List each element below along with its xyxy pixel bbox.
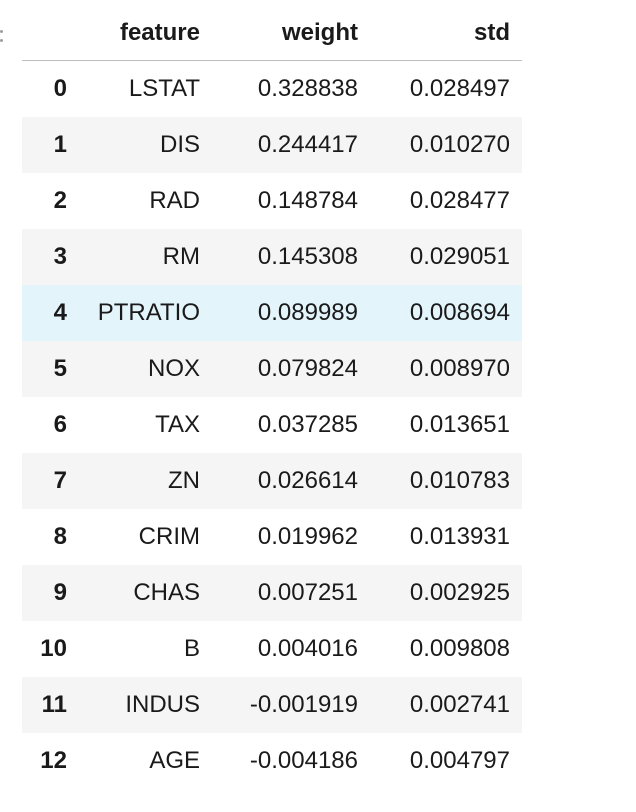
table-row: 11 INDUS -0.001919 0.002741 [22, 677, 522, 733]
std-cell: 0.008694 [370, 285, 522, 341]
table-row: 1 DIS 0.244417 0.010270 [22, 117, 522, 173]
header-feature: feature [79, 6, 212, 61]
std-cell: 0.029051 [370, 229, 522, 285]
table-header: feature weight std [22, 6, 522, 61]
header-weight: weight [212, 6, 370, 61]
feature-cell: ZN [79, 453, 212, 509]
cell-prompt-marker [0, 25, 4, 47]
weight-cell: 0.037285 [257, 411, 358, 438]
row-index: 7 [22, 453, 79, 509]
row-index: 6 [53, 411, 67, 438]
header-row: feature weight std [22, 6, 522, 61]
std-cell: 0.002741 [370, 677, 522, 733]
row-index: 2 [53, 187, 67, 214]
marker-dot [0, 39, 3, 42]
std-cell: 0.028477 [409, 187, 510, 214]
feature-cell: RAD [149, 187, 200, 214]
feature-cell: INDUS [79, 677, 212, 733]
table-row: 4 PTRATIO 0.089989 0.008694 [22, 285, 522, 341]
row-index: 1 [22, 117, 79, 173]
std-cell: 0.002925 [370, 565, 522, 621]
std-cell: 0.010783 [370, 453, 522, 509]
feature-cell: LSTAT [128, 75, 200, 102]
row-index: 4 [22, 285, 79, 341]
std-cell: 0.009808 [409, 635, 510, 662]
row-index: 8 [53, 523, 67, 550]
weight-cell: 0.145308 [212, 229, 370, 285]
row-index: 0 [53, 75, 67, 102]
dataframe-table: feature weight std 0 LSTAT 0.328838 0.02849… [22, 6, 522, 789]
feature-cell: CHAS [79, 565, 212, 621]
row-index: 3 [22, 229, 79, 285]
std-cell: 0.013651 [409, 411, 510, 438]
row-index: 12 [40, 747, 67, 774]
table-row: 7 ZN 0.026614 0.010783 [22, 453, 522, 509]
table-row: 6 TAX 0.037285 0.013651 [22, 397, 522, 453]
weight-cell: 0.148784 [257, 187, 358, 214]
table-row: 2 RAD 0.148784 0.028477 [22, 173, 522, 229]
std-cell: 0.028497 [409, 75, 510, 102]
std-cell: 0.010270 [370, 117, 522, 173]
weight-cell: 0.328838 [257, 75, 358, 102]
marker-dot [0, 30, 3, 33]
table-row: 0 LSTAT 0.328838 0.028497 [22, 61, 522, 118]
table-body: 0 LSTAT 0.328838 0.028497 1 DIS 0.244417 0.0102… [22, 61, 522, 790]
feature-cell: CRIM [138, 523, 200, 550]
table-row: 5 NOX 0.079824 0.008970 [22, 341, 522, 397]
feature-cell: TAX [155, 411, 200, 438]
table-row: 3 RM 0.145308 0.029051 [22, 229, 522, 285]
weight-cell: 0.007251 [212, 565, 370, 621]
weight-cell: 0.089989 [212, 285, 370, 341]
weight-cell: 0.079824 [212, 341, 370, 397]
table-row: 8 CRIM 0.019962 0.013931 [22, 509, 522, 565]
weight-cell: 0.004016 [257, 635, 358, 662]
table-row: 10 B 0.004016 0.009808 [22, 621, 522, 677]
std-cell: 0.013931 [409, 523, 510, 550]
std-cell: 0.004797 [409, 747, 510, 774]
weight-cell: -0.004186 [249, 747, 358, 774]
weight-cell: 0.026614 [212, 453, 370, 509]
table-row: 9 CHAS 0.007251 0.002925 [22, 565, 522, 621]
feature-cell: B [183, 635, 200, 662]
weight-cell: -0.001919 [212, 677, 370, 733]
std-cell: 0.008970 [370, 341, 522, 397]
weight-cell: 0.019962 [257, 523, 358, 550]
row-index: 5 [22, 341, 79, 397]
header-index [22, 6, 79, 61]
row-index: 9 [22, 565, 79, 621]
row-index: 10 [40, 635, 67, 662]
table-row: 12 AGE -0.004186 0.004797 [22, 733, 522, 789]
feature-cell: PTRATIO [79, 285, 212, 341]
header-std: std [370, 6, 522, 61]
feature-cell: NOX [79, 341, 212, 397]
row-index: 11 [22, 677, 79, 733]
feature-cell: RM [79, 229, 212, 285]
feature-cell: AGE [149, 747, 200, 774]
weight-cell: 0.244417 [212, 117, 370, 173]
feature-cell: DIS [79, 117, 212, 173]
